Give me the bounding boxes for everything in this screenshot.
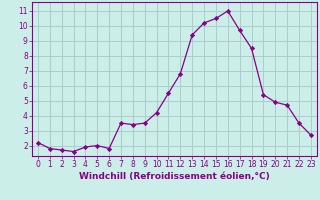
X-axis label: Windchill (Refroidissement éolien,°C): Windchill (Refroidissement éolien,°C)	[79, 172, 270, 181]
